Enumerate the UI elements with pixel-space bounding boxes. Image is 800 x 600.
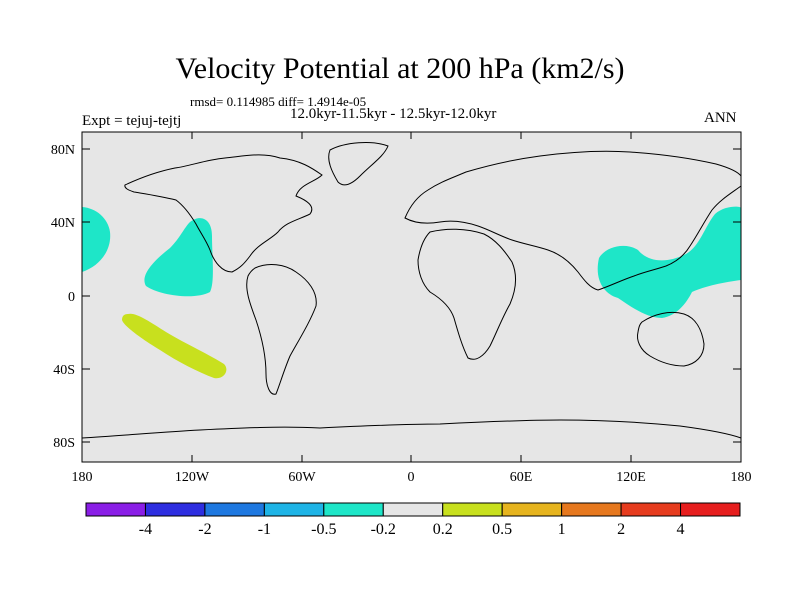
colorbar-swatch bbox=[501, 502, 563, 517]
colorbar-label: 0.2 bbox=[433, 521, 453, 538]
colorbar-swatch bbox=[263, 502, 325, 517]
colorbar-swatch bbox=[620, 502, 682, 517]
colorbar-label: 1 bbox=[558, 521, 566, 538]
colorbar-swatch bbox=[561, 502, 622, 517]
anomaly-region-east-pacific bbox=[144, 218, 213, 297]
colorbar-swatch bbox=[382, 502, 444, 517]
colorbar-label: -4 bbox=[139, 521, 152, 538]
colorbar-swatch bbox=[680, 502, 741, 517]
coastline-europe-asia bbox=[404, 150, 742, 291]
lon-tick-label: 180 bbox=[72, 470, 93, 485]
coastline-antarctica bbox=[81, 419, 742, 439]
lat-tick-label: 40N bbox=[51, 216, 75, 231]
coastline-south-america bbox=[246, 264, 317, 395]
anomaly-region-south-pacific bbox=[122, 313, 227, 379]
lon-tick-marks bbox=[191, 132, 632, 462]
period-label: 12.0kyr-11.5kyr - 12.5kyr-12.0kyr bbox=[290, 106, 497, 122]
colorbar-label: -0.5 bbox=[311, 521, 336, 538]
lat-tick-label: 0 bbox=[68, 290, 75, 305]
colorbar-label: -0.2 bbox=[371, 521, 396, 538]
lon-tick-label: 60E bbox=[510, 470, 533, 485]
lat-tick-marks bbox=[82, 148, 741, 443]
anomaly-region-central-pacific-west bbox=[82, 207, 111, 272]
map-title: Velocity Potential at 200 hPa (km2/s) bbox=[175, 52, 625, 85]
season-label: ANN bbox=[704, 110, 737, 126]
coastline-africa bbox=[417, 228, 517, 360]
lon-tick-label: 180 bbox=[731, 470, 752, 485]
colorbar-swatch bbox=[442, 502, 503, 517]
experiment-label: Expt = tejuj-tejtj bbox=[82, 113, 182, 129]
colorbar-label: 0.5 bbox=[492, 521, 512, 538]
colorbar-label: 2 bbox=[617, 521, 625, 538]
lat-tick-label: 80N bbox=[51, 143, 75, 158]
colorbar: -4 -2 -1 -0.5 -0.2 0.2 0.5 1 2 4 bbox=[85, 502, 741, 538]
coastline-australia bbox=[637, 311, 705, 367]
rmsd-diff-stats: rmsd= 0.114985 diff= 1.4914e-05 bbox=[190, 94, 367, 109]
colorbar-label: -1 bbox=[258, 521, 271, 538]
lon-tick-label: 60W bbox=[288, 470, 316, 485]
anomaly-region-west-pacific-asia bbox=[597, 206, 741, 318]
colorbar-swatch bbox=[85, 502, 146, 517]
coastlines bbox=[81, 142, 742, 439]
coastline-greenland bbox=[328, 142, 389, 186]
lon-tick-label: 0 bbox=[408, 470, 415, 485]
lon-tick-label: 120E bbox=[616, 470, 646, 485]
colorbar-swatch bbox=[144, 502, 206, 517]
colorbar-label: 4 bbox=[677, 521, 685, 538]
colorbar-swatch bbox=[323, 502, 384, 517]
lat-tick-label: 40S bbox=[53, 363, 75, 378]
lon-tick-label: 120W bbox=[175, 470, 210, 485]
coastline-north-america bbox=[124, 154, 323, 273]
colorbar-label: -2 bbox=[198, 521, 211, 538]
colorbar-swatch bbox=[204, 502, 265, 517]
lat-tick-label: 80S bbox=[53, 436, 75, 451]
